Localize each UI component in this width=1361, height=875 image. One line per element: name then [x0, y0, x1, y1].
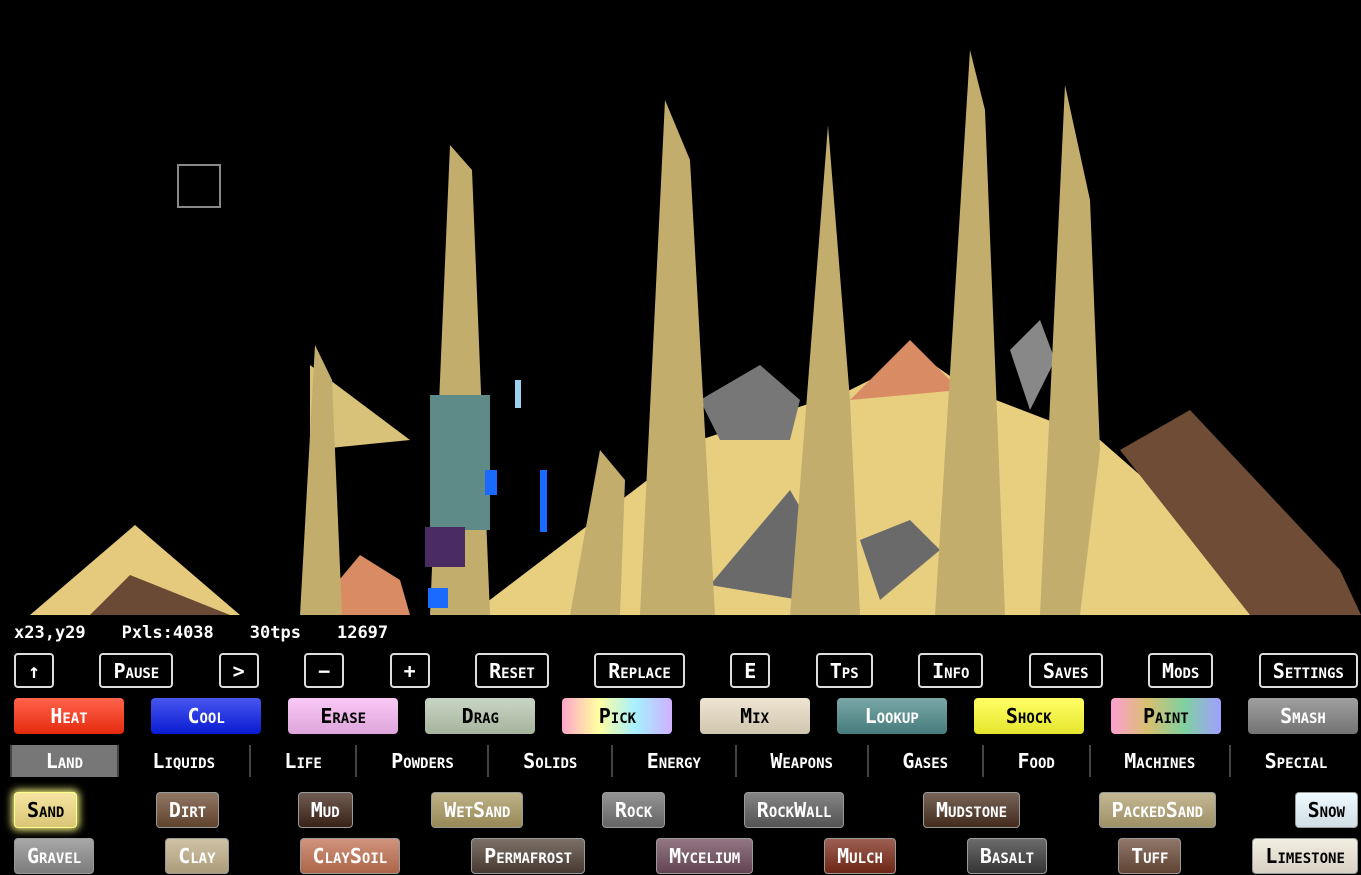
sandbox-canvas[interactable] — [10, 10, 1361, 615]
element-button[interactable]: Mud — [297, 792, 353, 828]
status-item: 30tps — [249, 623, 301, 643]
element-button[interactable]: Gravel — [14, 838, 95, 874]
rock — [1010, 320, 1055, 410]
control-button[interactable]: Mods — [1148, 653, 1214, 688]
water — [540, 470, 547, 532]
status-item: Pxls:4038 — [121, 623, 214, 643]
element-button[interactable]: Rock — [601, 792, 666, 828]
tool-button[interactable]: Shock — [974, 698, 1084, 734]
control-button[interactable]: Info — [918, 653, 984, 688]
tool-button[interactable]: Mix — [700, 698, 810, 734]
tool-button[interactable]: Lookup — [837, 698, 947, 734]
control-button[interactable]: + — [389, 653, 430, 688]
element-button[interactable]: Sand — [14, 792, 78, 828]
category-tab[interactable]: Land — [10, 745, 117, 777]
category-tab[interactable]: Weapons — [734, 745, 867, 777]
tool-row: Heat Cool Erase Drag Pick Mix Lookup Shock Paint… — [14, 698, 1358, 734]
element-button[interactable]: Mycelium — [656, 838, 754, 874]
element-button[interactable]: Snow — [1294, 792, 1358, 828]
tool-button[interactable]: Paint — [1110, 698, 1221, 734]
water-block — [430, 395, 490, 530]
rock — [700, 365, 800, 440]
status-item: x23,y29 — [14, 623, 86, 643]
purple-block — [425, 527, 465, 567]
tool-button[interactable]: Smash — [1248, 698, 1358, 734]
category-tab[interactable]: Solids — [487, 745, 611, 777]
element-button[interactable]: ClaySoil — [299, 838, 401, 874]
cursor — [177, 164, 221, 208]
tool-button[interactable]: Cool — [151, 698, 261, 734]
water — [485, 470, 497, 495]
element-button[interactable]: Dirt — [155, 792, 220, 828]
control-button[interactable]: Pause — [99, 653, 174, 688]
element-button[interactable]: Limestone — [1252, 838, 1358, 874]
sand — [310, 365, 410, 450]
tool-button[interactable]: Heat — [14, 698, 124, 734]
clay-soil — [850, 340, 960, 400]
control-button[interactable]: Settings — [1258, 653, 1358, 688]
dirt — [90, 575, 230, 615]
rock — [860, 520, 940, 600]
element-button[interactable]: Mulch — [824, 838, 896, 874]
category-tab[interactable]: Energy — [611, 745, 735, 777]
status-bar: x23,y29 Pxls:4038 30tps 12697 — [14, 623, 388, 643]
control-button[interactable]: Replace — [594, 653, 685, 688]
element-row: Sand Dirt Mud WetSand Rock RockWall Mudstone Pa… — [14, 792, 1358, 828]
control-button[interactable]: ↑ — [14, 653, 55, 688]
control-button[interactable]: Reset — [475, 653, 549, 688]
element-button[interactable]: Mudstone — [922, 792, 1021, 828]
control-row: ↑ Pause > − + Reset Replace E Tps Info Saves Mods Se… — [14, 653, 1358, 688]
sand-hill — [30, 525, 240, 615]
tool-button[interactable]: Erase — [288, 698, 398, 734]
status-item: 12697 — [336, 623, 389, 643]
element-button[interactable]: WetSand — [431, 792, 524, 828]
water — [428, 588, 448, 608]
element-button[interactable]: Basalt — [966, 838, 1048, 874]
ice — [515, 380, 521, 408]
control-button[interactable]: E — [730, 653, 771, 688]
category-tab[interactable]: Food — [981, 745, 1089, 777]
control-button[interactable]: Saves — [1028, 653, 1103, 688]
category-tab[interactable]: Special — [1228, 745, 1361, 777]
element-button[interactable]: Clay — [165, 838, 229, 874]
control-button[interactable]: − — [304, 653, 345, 688]
element-button[interactable]: Tuff — [1118, 838, 1182, 874]
element-button[interactable]: PackedSand — [1098, 792, 1217, 828]
tool-button[interactable]: Drag — [425, 698, 535, 734]
category-tab[interactable]: Liquids — [116, 745, 249, 777]
element-button[interactable]: Permafrost — [471, 838, 586, 874]
control-button[interactable]: Tps — [815, 653, 873, 688]
category-tab[interactable]: Life — [248, 745, 356, 777]
control-button[interactable]: > — [218, 653, 259, 688]
element-row: Gravel Clay ClaySoil Permafrost Mycelium Mulc… — [14, 838, 1358, 874]
category-tab[interactable]: Powders — [355, 745, 487, 777]
tool-button[interactable]: Pick — [562, 698, 673, 734]
element-button[interactable]: RockWall — [743, 792, 845, 828]
dirt — [1120, 410, 1361, 615]
category-tabs: Land Liquids Life Powders Solids Energy Weapon… — [10, 745, 1361, 777]
category-tab[interactable]: Machines — [1088, 745, 1229, 777]
category-tab[interactable]: Gases — [866, 745, 982, 777]
